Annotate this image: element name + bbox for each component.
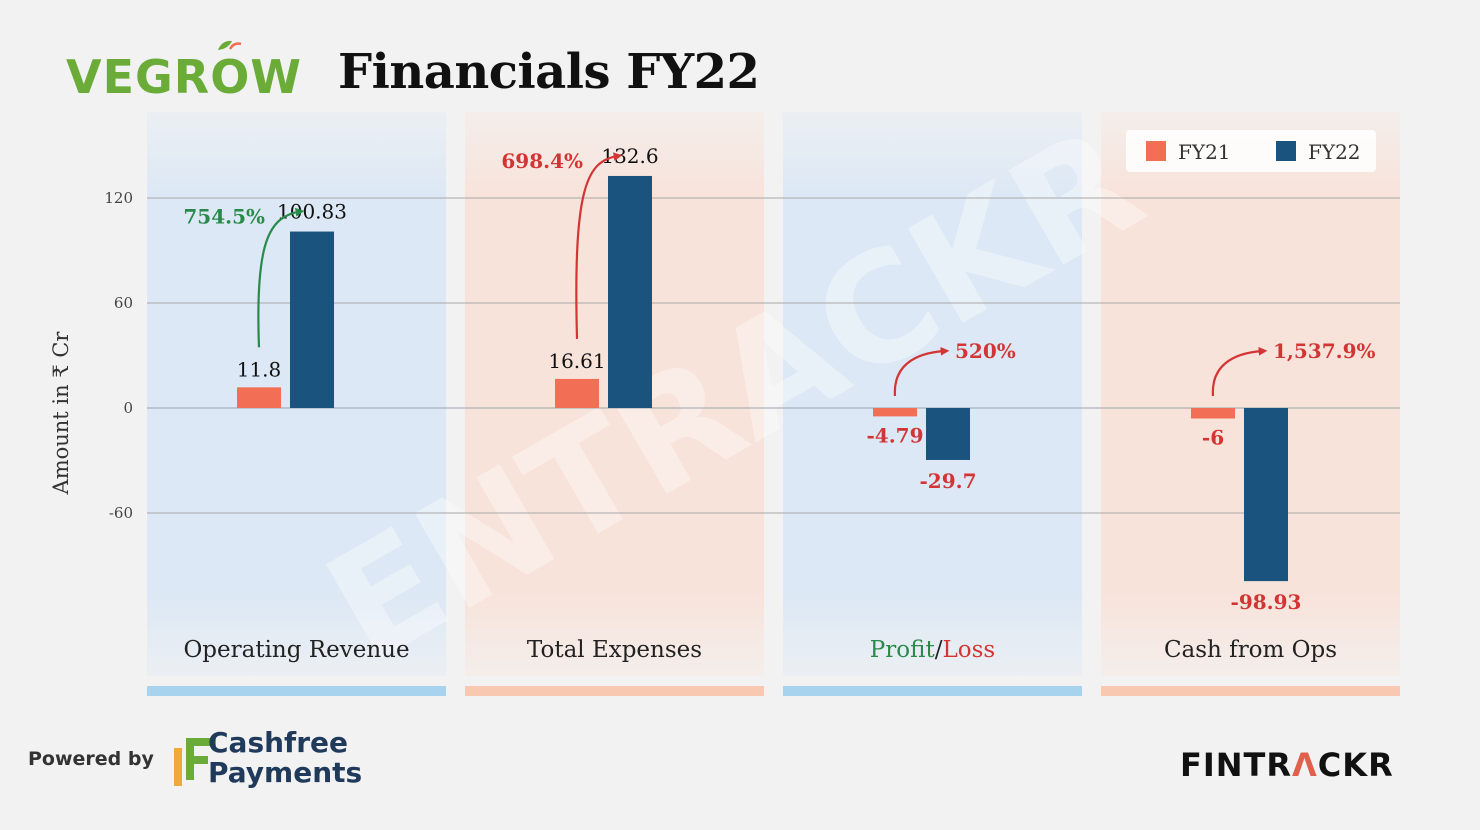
data-label-fy22: 132.6	[601, 144, 658, 168]
category-label: Total Expenses	[527, 637, 702, 663]
data-label-fy21: -4.79	[866, 423, 923, 447]
cashfree-line1: Cashfree	[208, 726, 349, 759]
bar-fy22	[1244, 408, 1288, 582]
category-strip	[783, 686, 1082, 696]
legend-box	[1126, 130, 1376, 172]
bar-fy22	[608, 175, 652, 408]
growth-label: 698.4%	[501, 149, 583, 173]
data-label-fy22: -98.93	[1231, 590, 1302, 614]
growth-label: 754.5%	[183, 205, 265, 229]
category-label: Profit/Loss	[870, 637, 995, 663]
data-label-fy22: 100.83	[277, 200, 347, 224]
data-label-fy21: 11.8	[237, 357, 282, 381]
growth-arrow	[1211, 346, 1268, 397]
bar-fy21	[237, 387, 281, 408]
category-panel	[783, 112, 1082, 676]
category-label: Cash from Ops	[1164, 637, 1337, 663]
fintrackr-logo: FINTRΛCKR	[1180, 746, 1394, 784]
y-tick-label: 60	[114, 294, 133, 312]
powered-by-label: Powered by	[28, 748, 154, 770]
growth-arrow	[893, 346, 950, 397]
category-strip	[147, 686, 446, 696]
category-label-part: Operating Revenue	[183, 637, 409, 663]
y-axis-title: Amount in ₹ Cr	[49, 331, 73, 496]
growth-label: 520%	[955, 339, 1016, 363]
fintrackr-part-b: Λ	[1292, 746, 1318, 784]
bar-fy21	[555, 378, 599, 408]
data-label-fy22: -29.7	[919, 469, 976, 493]
growth-label: 1,537.9%	[1273, 339, 1376, 363]
leaf-icon	[218, 40, 242, 50]
growth-arrow	[257, 207, 305, 348]
cashfree-logo-icon	[174, 738, 216, 786]
category-label-part: Profit	[870, 637, 936, 663]
category-strip	[465, 686, 764, 696]
legend-swatch-fy21	[1146, 141, 1166, 161]
y-tick-label: 120	[104, 189, 133, 207]
category-label-part: Cash from Ops	[1164, 637, 1337, 663]
vegrow-logo: VEGROW	[66, 50, 303, 104]
category-label-part: /	[935, 637, 943, 663]
category-panel	[1101, 112, 1400, 676]
bar-fy22	[926, 408, 970, 460]
legend-label-fy21: FY21	[1178, 140, 1231, 164]
cashfree-line2: Payments	[208, 756, 363, 789]
legend-label-fy22: FY22	[1308, 140, 1361, 164]
growth-arrow	[575, 152, 623, 339]
bar-fy21	[873, 408, 917, 417]
category-label-part: Loss	[942, 637, 995, 663]
legend-swatch-fy22	[1276, 141, 1296, 161]
data-label-fy21: 16.61	[548, 349, 605, 373]
bar-fy22	[290, 231, 334, 408]
cashfree-wordmark: Cashfree Payments	[208, 728, 362, 788]
fintrackr-part-c: CKR	[1317, 746, 1394, 784]
y-tick-label: 0	[123, 399, 133, 417]
bar-fy21	[1191, 408, 1235, 419]
y-tick-label: -60	[109, 504, 133, 522]
data-label-fy21: -6	[1202, 426, 1224, 450]
category-label-part: Total Expenses	[527, 637, 702, 663]
page-title: Financials FY22	[338, 44, 760, 100]
fintrackr-part-a: FINTR	[1180, 746, 1293, 784]
category-label: Operating Revenue	[183, 637, 409, 663]
category-strip	[1101, 686, 1400, 696]
